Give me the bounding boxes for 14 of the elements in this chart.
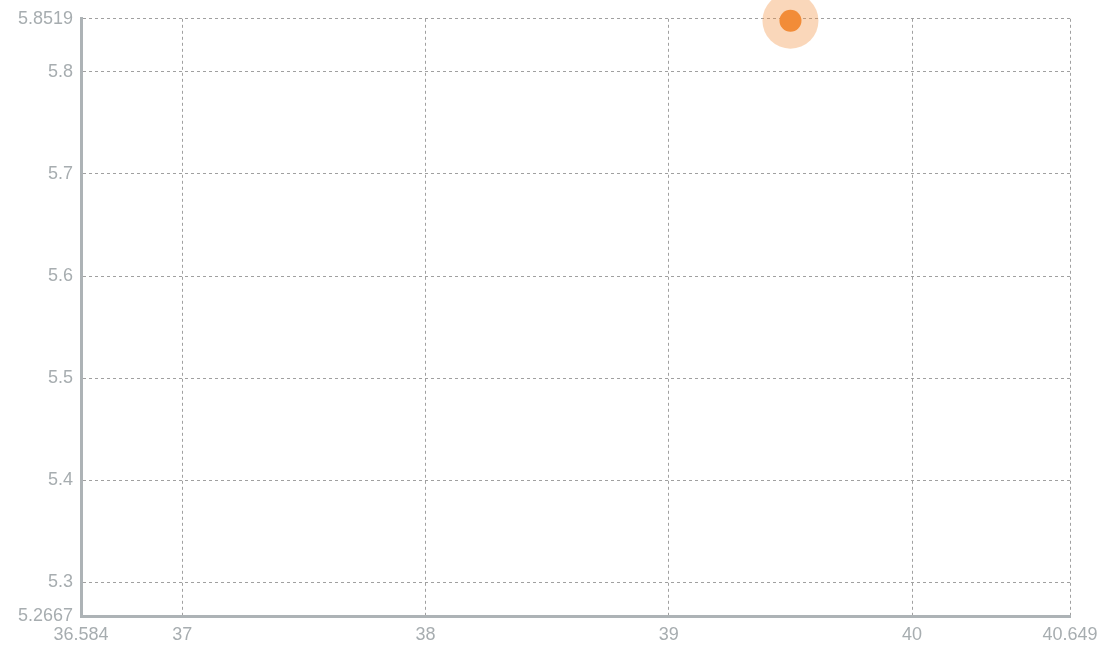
y-tick-label: 5.2667 (17, 605, 74, 626)
x-tick-label: 40 (902, 624, 923, 645)
y-tick-label: 5.6 (48, 265, 74, 286)
x-tick-label: 40.649 (1042, 624, 1098, 645)
y-tick-label: 5.8 (48, 60, 74, 81)
y-tick-label: 5.3 (48, 571, 74, 592)
x-tick-label: 37 (172, 624, 193, 645)
y-tick-label: 5.8519 (17, 7, 74, 28)
x-tick-label: 36.584 (53, 624, 109, 645)
y-tick-label: 5.5 (48, 367, 74, 388)
y-tick-label: 5.7 (48, 162, 74, 183)
x-tick-label: 38 (415, 624, 436, 645)
y-tick-label: 5.4 (48, 469, 74, 490)
x-tick-label: 39 (658, 624, 679, 645)
